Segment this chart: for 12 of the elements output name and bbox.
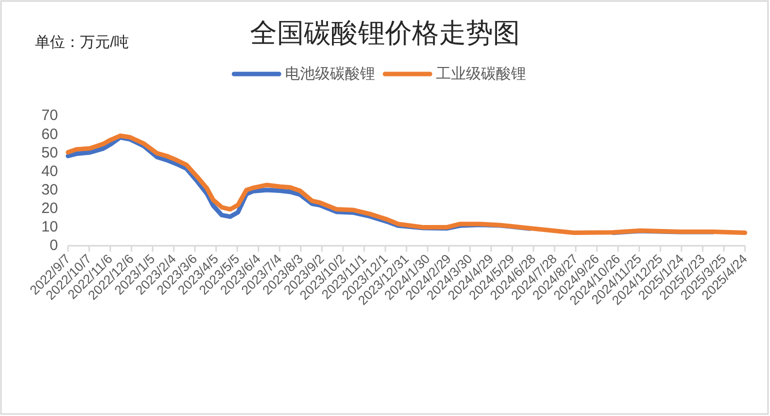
y-tick-label: 70	[41, 107, 58, 124]
y-tick-label: 0	[50, 237, 58, 254]
y-tick-label: 50	[41, 144, 58, 162]
y-tick-label: 30	[41, 181, 58, 198]
y-tick-label: 20	[41, 200, 58, 218]
text: 单位：万元/吨	[35, 34, 130, 51]
legend-label: 电池级碳酸锂	[285, 66, 375, 82]
chart-title: 全国碳酸锂价格走势图	[250, 18, 520, 48]
legend-label: 工业级碳酸锂	[436, 66, 526, 82]
y-tick-label: 40	[41, 162, 58, 180]
y-tick-label: 10	[41, 218, 58, 236]
y-tick-label: 60	[41, 126, 58, 143]
